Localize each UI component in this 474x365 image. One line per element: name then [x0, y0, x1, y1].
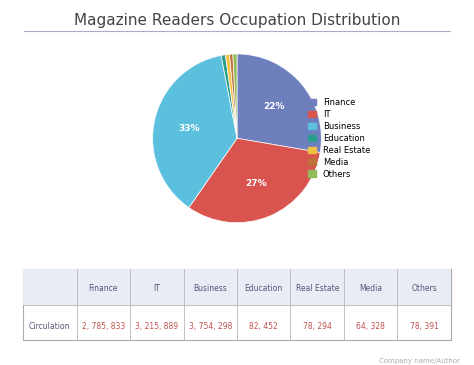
- Text: Media: Media: [359, 284, 382, 293]
- Text: 22%: 22%: [264, 102, 285, 111]
- Wedge shape: [189, 138, 320, 223]
- Text: Business: Business: [193, 284, 227, 293]
- FancyBboxPatch shape: [23, 269, 451, 304]
- Wedge shape: [237, 54, 321, 153]
- Text: Others: Others: [411, 284, 437, 293]
- Text: 78, 294: 78, 294: [303, 322, 332, 331]
- Wedge shape: [226, 54, 237, 138]
- Text: 78, 391: 78, 391: [410, 322, 438, 331]
- Text: 82, 452: 82, 452: [249, 322, 278, 331]
- Wedge shape: [221, 55, 237, 138]
- Text: Circulation: Circulation: [29, 322, 71, 331]
- Text: 2, 785, 833: 2, 785, 833: [82, 322, 125, 331]
- Text: 3, 754, 298: 3, 754, 298: [189, 322, 232, 331]
- FancyBboxPatch shape: [23, 269, 451, 340]
- Wedge shape: [233, 54, 237, 138]
- Title: Magazine Readers Occupation Distribution: Magazine Readers Occupation Distribution: [74, 12, 400, 27]
- Text: Finance: Finance: [89, 284, 118, 293]
- Legend: Finance, IT, Business, Education, Real Estate, Media, Others: Finance, IT, Business, Education, Real E…: [304, 95, 374, 182]
- Text: 64, 328: 64, 328: [356, 322, 385, 331]
- Text: 33%: 33%: [178, 124, 200, 132]
- Text: IT: IT: [154, 284, 160, 293]
- Text: 27%: 27%: [245, 179, 267, 188]
- Wedge shape: [153, 55, 237, 208]
- Text: 3, 215, 889: 3, 215, 889: [135, 322, 178, 331]
- Wedge shape: [229, 54, 237, 138]
- Text: Education: Education: [245, 284, 283, 293]
- Text: Company name/Author: Company name/Author: [379, 358, 460, 364]
- Text: Real Estate: Real Estate: [295, 284, 339, 293]
